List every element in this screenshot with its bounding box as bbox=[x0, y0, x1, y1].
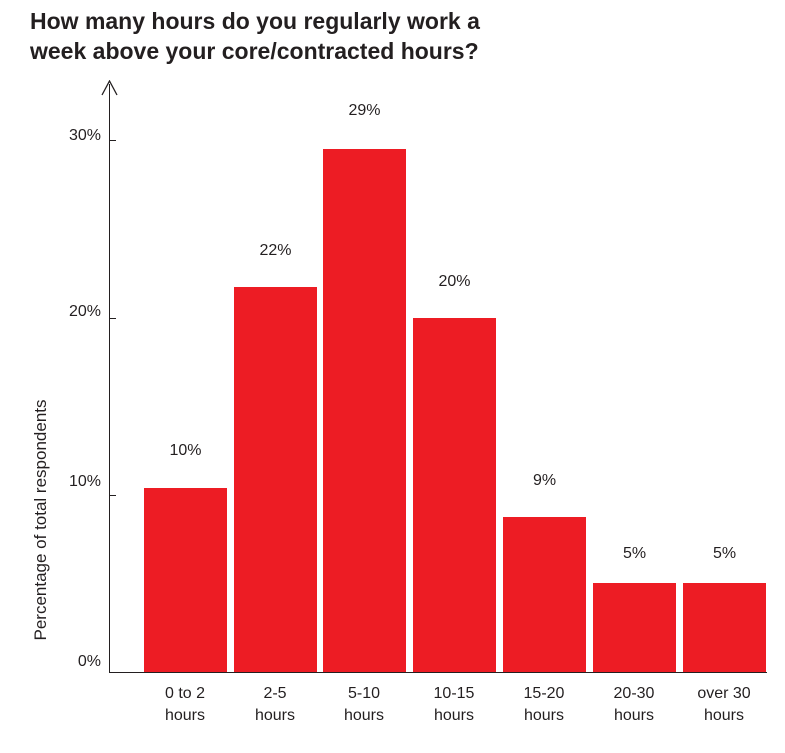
y-tick-label: 30% bbox=[68, 127, 101, 144]
bar-value-label: 22% bbox=[259, 242, 292, 259]
bar-15-20-hours bbox=[503, 517, 586, 672]
bar-value-label: 29% bbox=[348, 102, 381, 119]
x-category-label: over 30 hours bbox=[697, 685, 751, 724]
y-axis-line bbox=[109, 84, 110, 673]
bar-value-label: 20% bbox=[438, 273, 471, 290]
bar-2-5-hours bbox=[234, 287, 317, 672]
bar-10-15-hours bbox=[413, 318, 496, 672]
y-tick-20 bbox=[109, 318, 116, 319]
y-tick-label: 20% bbox=[68, 303, 101, 320]
chart-title: How many hours do you regularly work a w… bbox=[30, 6, 590, 66]
bar-value-label: 9% bbox=[532, 472, 557, 489]
bar-over-30-hours bbox=[683, 583, 766, 672]
y-tick-0 bbox=[109, 672, 116, 673]
chart-title-line-2: week above your core/contracted hours? bbox=[30, 38, 479, 64]
y-axis-label: Percentage of total respondents bbox=[31, 399, 50, 641]
chart-title-line-1: How many hours do you regularly work a bbox=[30, 8, 480, 34]
x-category-label: 5-10 hours bbox=[343, 685, 385, 724]
x-axis-line bbox=[109, 672, 767, 673]
x-category-label: 10-15 hours bbox=[433, 685, 475, 724]
x-category-label: 20-30 hours bbox=[613, 685, 655, 724]
y-tick-label: 10% bbox=[68, 473, 101, 490]
x-category-label: 2-5 hours bbox=[254, 685, 296, 724]
bar-20-30-hours bbox=[593, 583, 676, 672]
bar-value-label: 10% bbox=[169, 442, 202, 459]
x-category-label: 15-20 hours bbox=[523, 685, 565, 724]
y-axis-arrow-icon bbox=[101, 80, 118, 96]
bar-0-to-2-hours bbox=[144, 488, 227, 672]
bar-5-10-hours bbox=[323, 149, 406, 672]
bar-value-label: 5% bbox=[622, 545, 647, 562]
x-category-label: 0 to 2 hours bbox=[164, 685, 206, 724]
y-tick-30 bbox=[109, 140, 116, 141]
bar-value-label: 5% bbox=[712, 545, 737, 562]
y-tick-label: 0% bbox=[77, 653, 101, 670]
y-tick-10 bbox=[109, 495, 116, 496]
